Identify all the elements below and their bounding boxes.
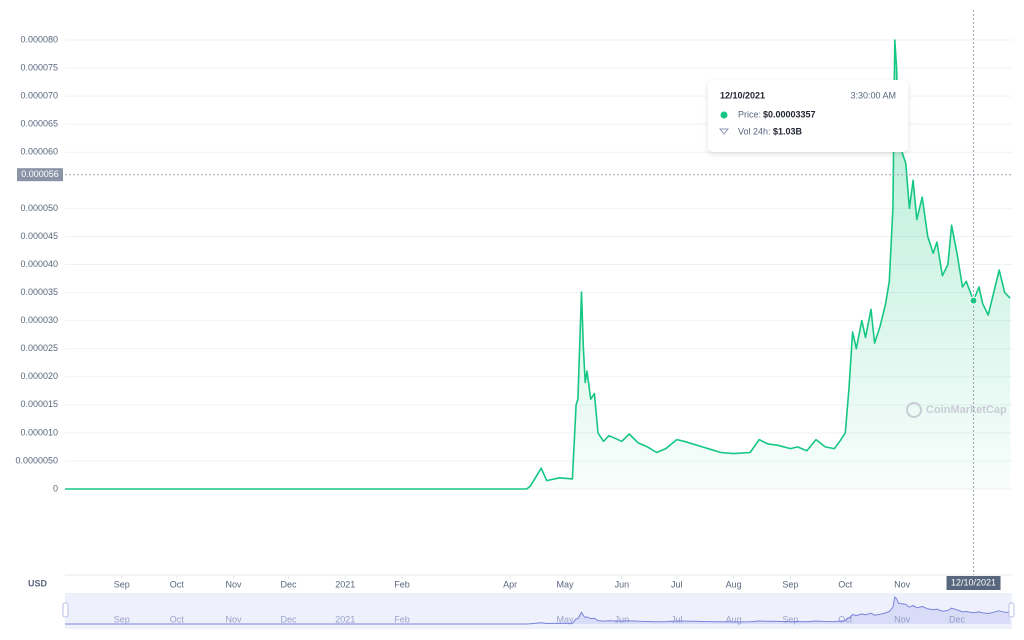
navigator-handle[interactable] bbox=[62, 602, 69, 618]
y-tick-label: 0.000020 bbox=[20, 371, 58, 381]
y-tick-label: 0.000065 bbox=[20, 119, 58, 129]
crosshair: 0.000056 12/10/2021 bbox=[17, 10, 1012, 590]
y-tick-label: 0.000080 bbox=[20, 34, 58, 44]
y-tick-label: 0.000060 bbox=[20, 147, 58, 157]
y-tick-label: 0.000050 bbox=[20, 203, 58, 213]
navigator-tick-label: Sep bbox=[782, 614, 798, 624]
x-tick-label: 2021 bbox=[335, 579, 355, 589]
tooltip-volume: $1.03B bbox=[773, 126, 803, 136]
navigator-tick-label: May bbox=[557, 614, 575, 624]
y-tick-label: 0.000075 bbox=[20, 62, 58, 72]
y-tick-label: 0.0000050 bbox=[15, 455, 58, 465]
x-tick-label: Feb bbox=[394, 579, 410, 589]
currency-label: USD bbox=[28, 578, 48, 588]
y-tick-label: 0.000025 bbox=[20, 343, 58, 353]
line bbox=[65, 596, 1011, 625]
crosshair-y-box bbox=[17, 168, 63, 182]
tooltip: 12/10/2021 3:30:00 AM Price: $0.00003357… bbox=[708, 80, 908, 152]
x-tick-label: Jun bbox=[615, 579, 630, 589]
y-tick-label: 0.000030 bbox=[20, 315, 58, 325]
navigator-tick-label: Nov bbox=[226, 614, 243, 624]
y-tick-label: 0.000010 bbox=[20, 427, 58, 437]
tooltip-box bbox=[708, 80, 908, 152]
x-tick-label: Aug bbox=[726, 579, 742, 589]
x-tick-label: Dec bbox=[280, 579, 297, 589]
line bbox=[65, 39, 1011, 490]
navigator-tick-label: Nov bbox=[894, 614, 911, 624]
navigator-tick-label: Sep bbox=[114, 614, 130, 624]
navigator-tick-label: Jul bbox=[671, 614, 683, 624]
x-tick-label: Oct bbox=[838, 579, 853, 589]
navigator-tick-label: Oct bbox=[170, 614, 185, 624]
navigator-tick-label: Jun bbox=[615, 614, 630, 624]
x-tick-label: Sep bbox=[114, 579, 130, 589]
y-tick-label: 0.000035 bbox=[20, 287, 58, 297]
area bbox=[65, 40, 1011, 489]
x-tick-label: Nov bbox=[894, 579, 911, 589]
navigator-tick-label: Aug bbox=[726, 614, 742, 624]
navigator-tick-label: Dec bbox=[280, 614, 297, 624]
x-tick-label: Sep bbox=[782, 579, 798, 589]
y-tick-label: 0 bbox=[53, 483, 58, 493]
y-tick-label: 0.000045 bbox=[20, 231, 58, 241]
navigator-tick-label: 2021 bbox=[335, 614, 355, 624]
plot bbox=[65, 39, 1011, 490]
tooltip-volume-label: Vol 24h: bbox=[738, 126, 771, 136]
navigator-handle[interactable] bbox=[1008, 602, 1015, 618]
navigator-plot: Sep Oct Nov Dec 2021 Feb May Jun Jul Aug Sep Oct Nov… bbox=[65, 596, 1011, 625]
tooltip-price: $0.00003357 bbox=[763, 109, 816, 119]
tooltip-volume-icon bbox=[718, 128, 730, 135]
x-tick-label: Jul bbox=[671, 579, 683, 589]
tooltip-price-label: Price: bbox=[738, 109, 761, 119]
crosshair-x-box bbox=[946, 576, 1001, 590]
x-tick-label: Nov bbox=[226, 579, 243, 589]
watermark: CoinMarketCap bbox=[906, 402, 1007, 418]
tooltip-date: 12/10/2021 bbox=[720, 90, 765, 100]
hover-point bbox=[969, 296, 978, 305]
navigator-tick-label: Feb bbox=[394, 614, 410, 624]
watermark-logo bbox=[906, 402, 922, 418]
area bbox=[65, 597, 1011, 624]
x-tick-label: Oct bbox=[170, 579, 185, 589]
x-tick-label: Apr bbox=[503, 579, 517, 589]
crosshair-y-label: 0.000056 bbox=[21, 169, 59, 179]
y-tick-label: 0.000015 bbox=[20, 399, 58, 409]
y-tick-label: 0.000040 bbox=[20, 259, 58, 269]
tooltip-time: 3:30:00 AM bbox=[850, 90, 896, 100]
grid: 0 0.0000050 0.000010 0.000015 0.000020 0.0000… bbox=[15, 34, 1012, 493]
tooltip-price-dot bbox=[720, 111, 728, 119]
watermark-text: CoinMarketCap bbox=[926, 404, 1007, 416]
crosshair-x-label: 12/10/2021 bbox=[951, 577, 996, 587]
navigator-tick-label: Dec bbox=[949, 614, 966, 624]
y-tick-label: 0.000070 bbox=[20, 91, 58, 101]
x-tick-label: May bbox=[557, 579, 575, 589]
x-axis: Sep Oct Nov Dec 2021 Feb Apr May Jun Jul Aug Sep Oct… bbox=[114, 575, 911, 589]
navigator-tick-label: Oct bbox=[838, 614, 853, 624]
